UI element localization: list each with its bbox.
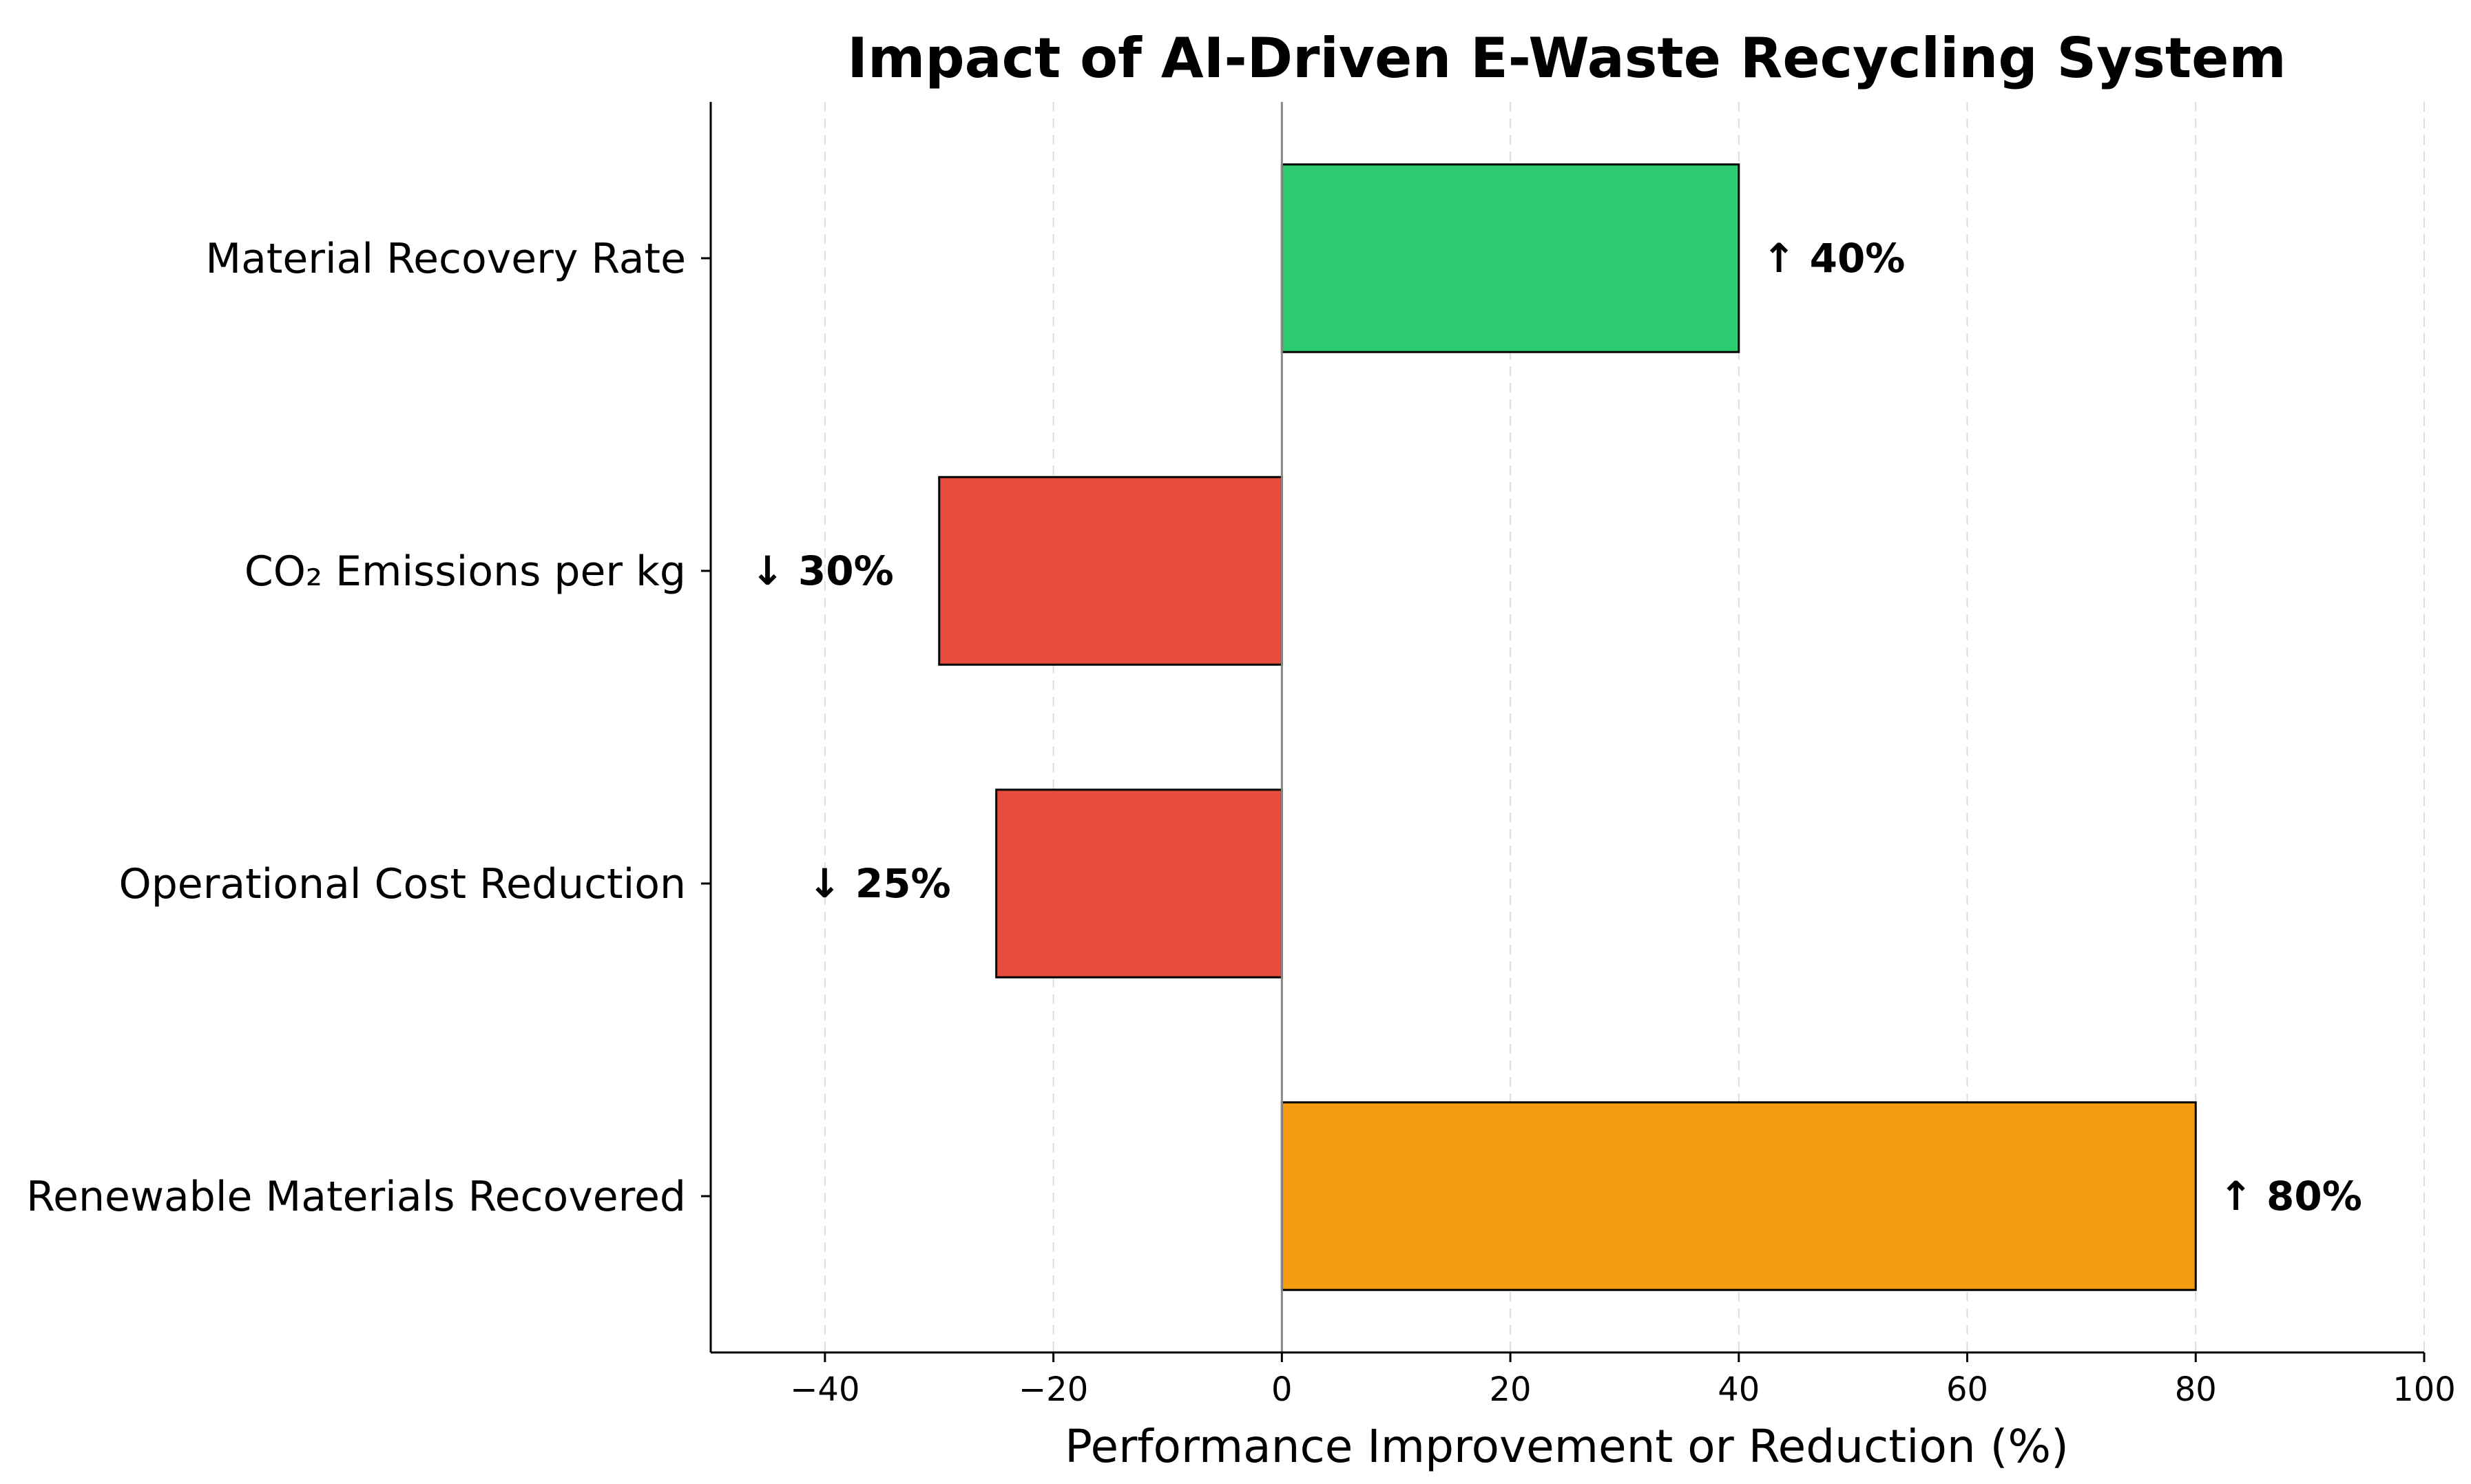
bar-value-labels: ↑ 40% ↓ 30% ↓ 25% ↑ 80% <box>751 235 2362 1220</box>
x-tick-label: 80 <box>2175 1370 2217 1409</box>
x-tick-label: 40 <box>1718 1370 1760 1409</box>
bar-value-label: ↓ 25% <box>808 860 951 907</box>
y-tick-label: CO₂ Emissions per kg <box>244 547 686 596</box>
axes <box>709 102 2424 1354</box>
bar <box>1280 1101 2197 1291</box>
x-tick-label: 60 <box>1946 1370 1988 1409</box>
chart-title: Impact of AI-Driven E-Waste Recycling Sy… <box>847 26 2286 90</box>
x-axis-label: Performance Improvement or Reduction (%) <box>1065 1420 2069 1473</box>
bar <box>938 476 1283 666</box>
y-tick-label: Operational Cost Reduction <box>118 860 686 908</box>
bars <box>938 163 2197 1291</box>
x-tick-label: 100 <box>2392 1370 2456 1409</box>
bar-value-label: ↓ 30% <box>751 547 894 594</box>
x-tick-label: −20 <box>1019 1370 1088 1409</box>
y-axis-ticks: Material Recovery Rate CO₂ Emissions per … <box>26 235 711 1221</box>
x-tick-label: −40 <box>790 1370 859 1409</box>
bar <box>1280 163 1740 353</box>
x-tick-label: 20 <box>1490 1370 1532 1409</box>
bar-value-label: ↑ 80% <box>2219 1173 2362 1220</box>
y-tick-label: Material Recovery Rate <box>205 235 686 283</box>
x-tick-label: 0 <box>1271 1370 1293 1409</box>
bar <box>995 788 1283 979</box>
bar-value-label: ↑ 40% <box>1762 235 1906 282</box>
x-axis-ticks: −40 −20 0 20 40 60 80 100 <box>790 1352 2456 1409</box>
y-tick-label: Renewable Materials Recovered <box>26 1173 686 1221</box>
